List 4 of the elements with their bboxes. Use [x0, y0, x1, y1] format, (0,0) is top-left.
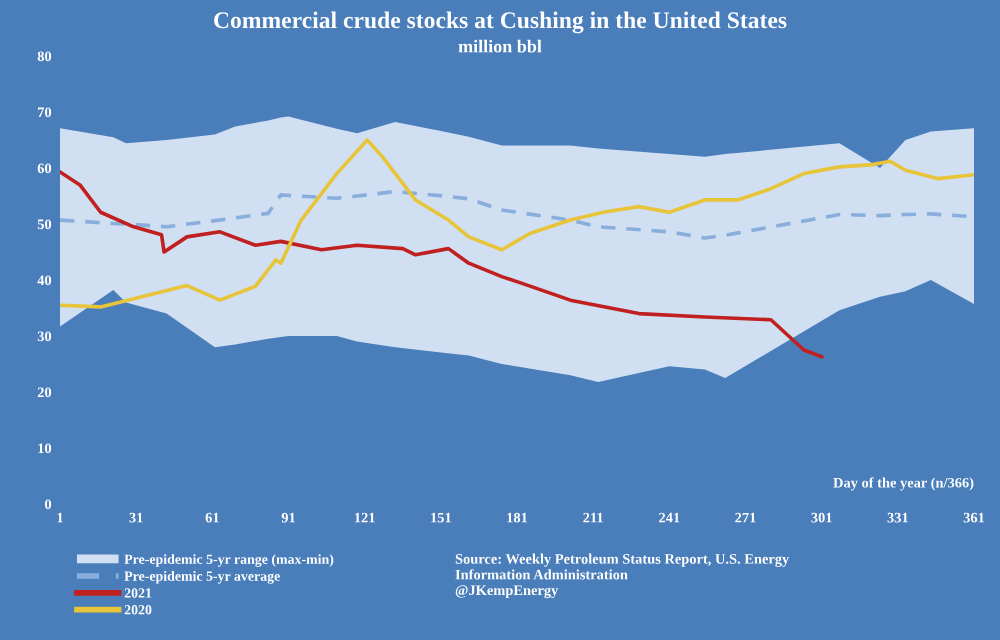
- chart-title: Commercial crude stocks at Cushing in the United States: [214, 11, 787, 34]
- line-series: [60, 170, 824, 359]
- chart-subtitle: million bbl: [458, 39, 542, 53]
- line-series: [60, 138, 974, 309]
